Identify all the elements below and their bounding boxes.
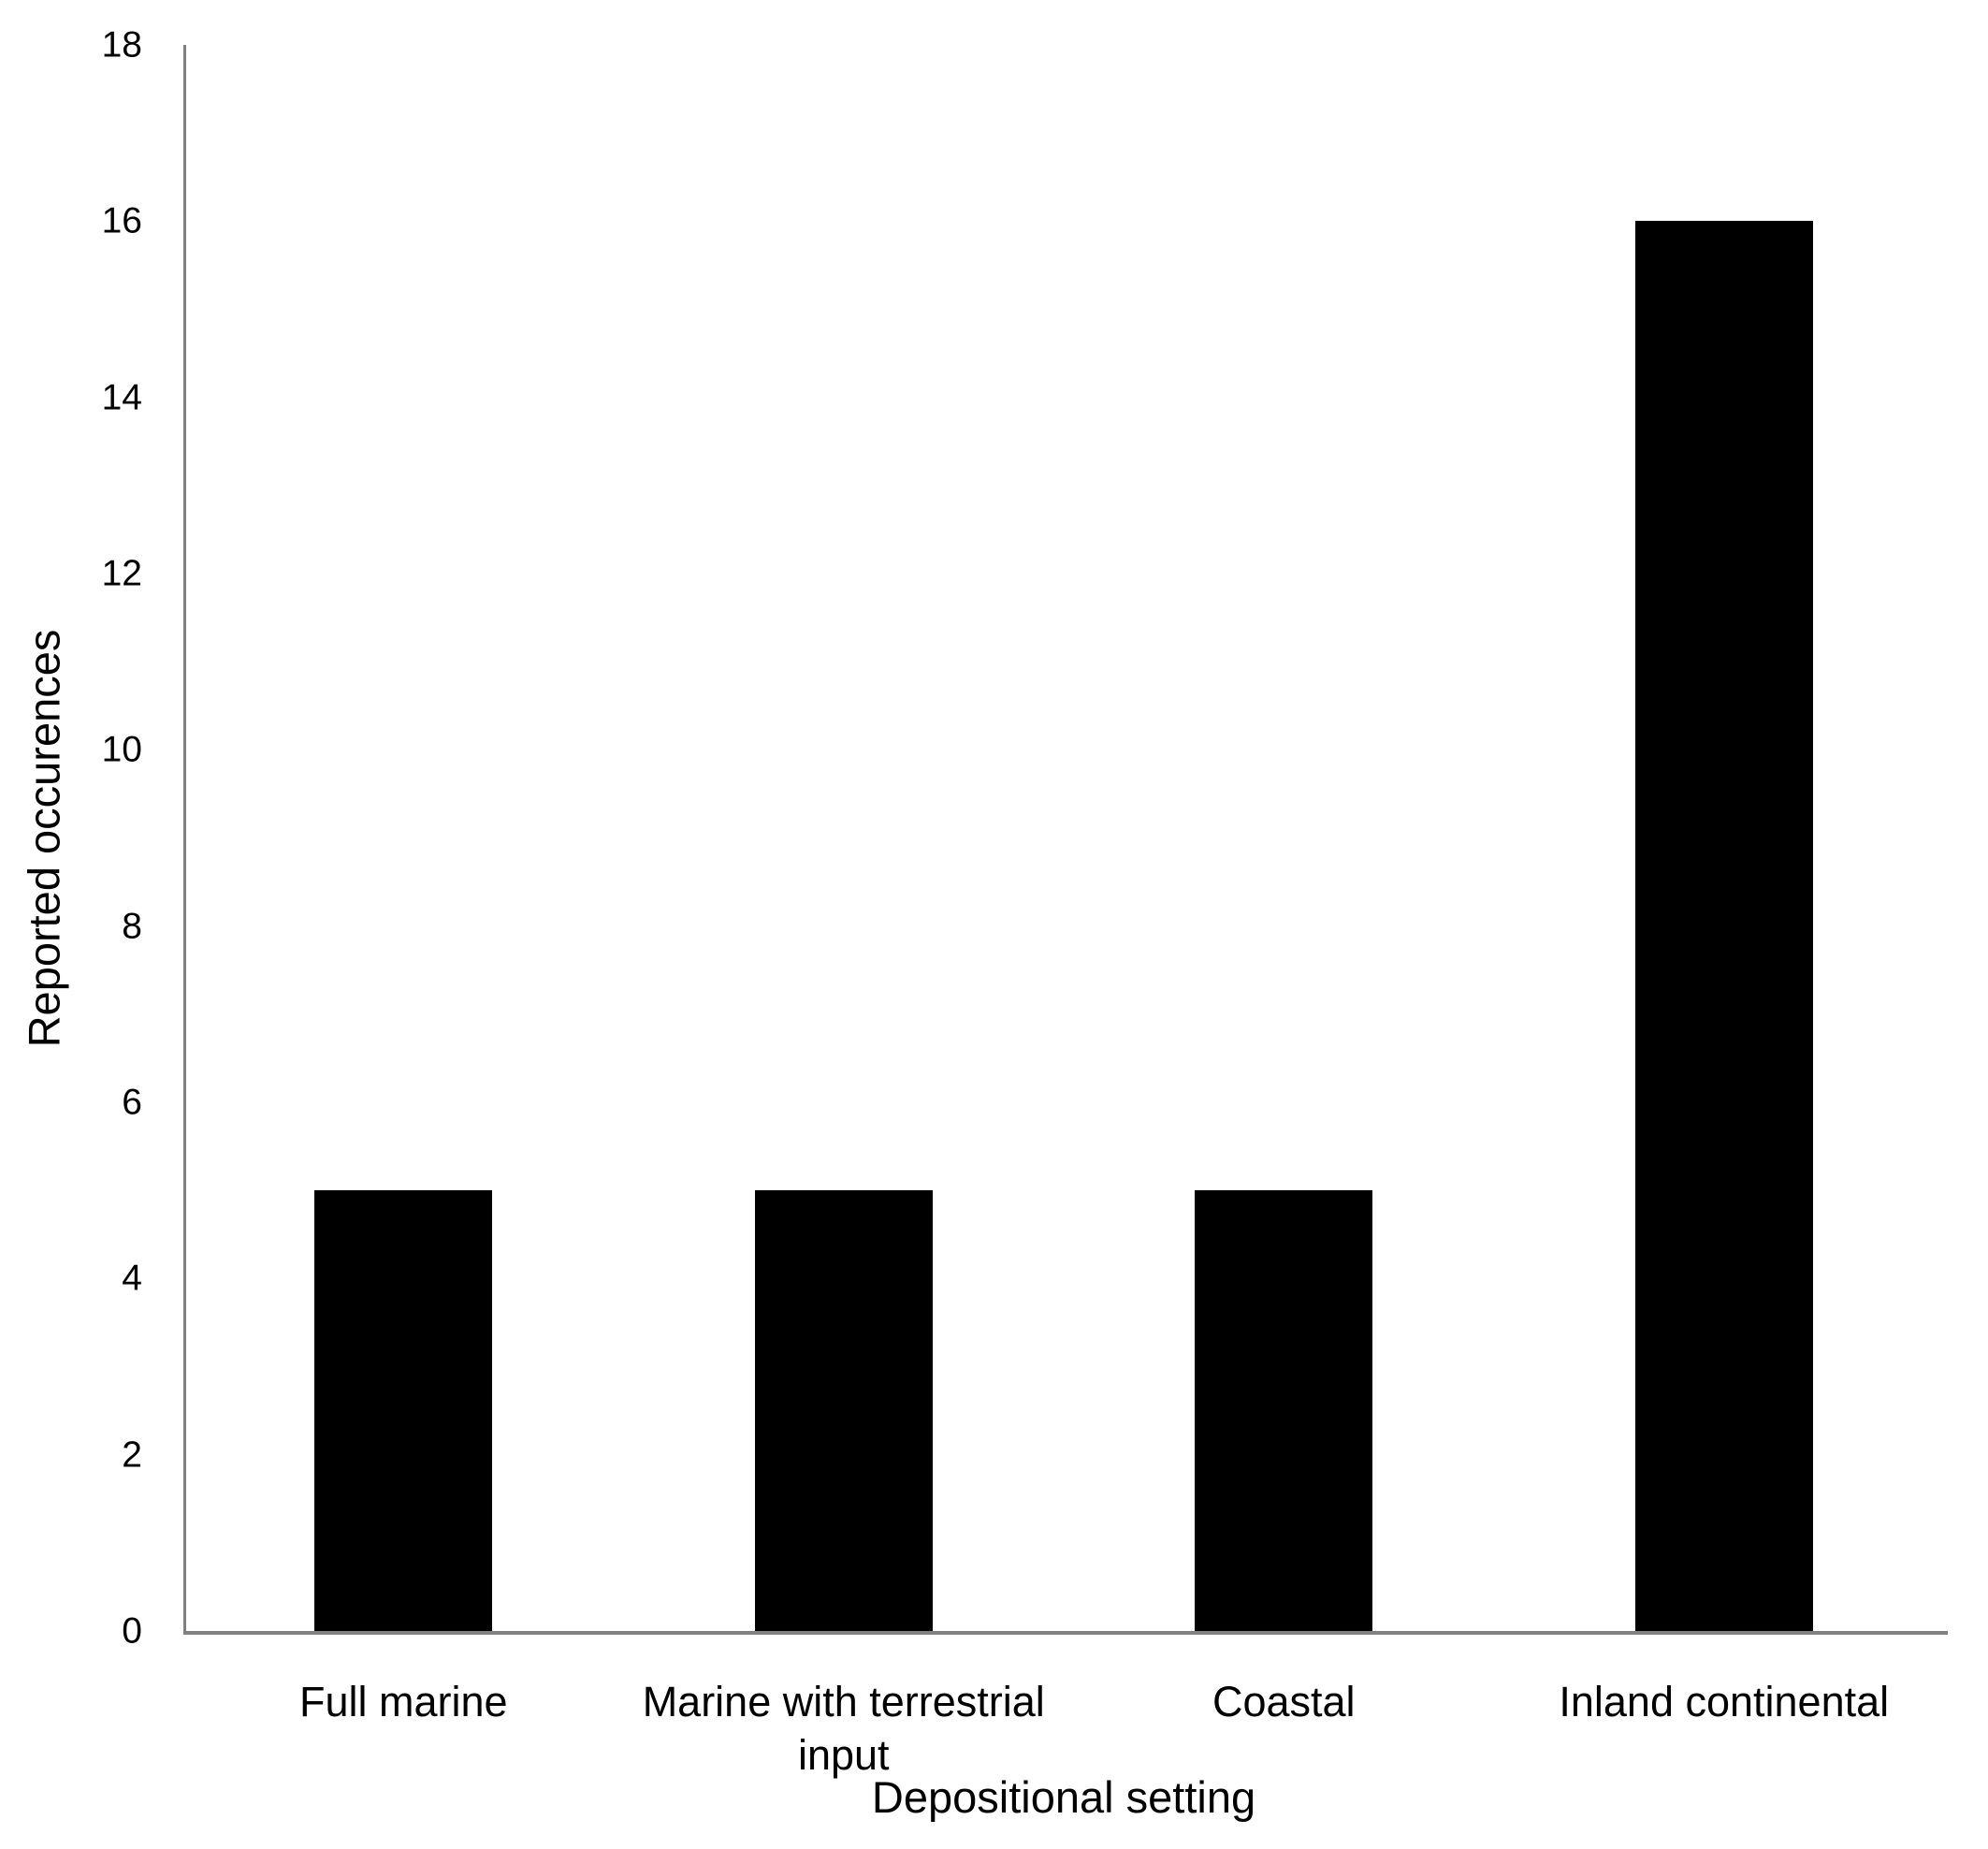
y-tick-label: 8 [122, 906, 142, 947]
bar [314, 1190, 493, 1631]
bar [1195, 1190, 1373, 1631]
y-tick-label: 12 [101, 553, 142, 594]
x-axis-title: Depositional setting [871, 1772, 1256, 1822]
y-tick-label: 16 [101, 200, 142, 241]
x-axis-line [183, 1631, 1948, 1635]
y-tick-label: 0 [122, 1610, 142, 1652]
x-tick-label: Marine with terrestrial input [642, 1678, 1045, 1780]
x-tick-label: Full marine [298, 1678, 508, 1725]
y-tick-label: 6 [122, 1082, 142, 1123]
y-tick-label: 4 [122, 1258, 142, 1299]
y-axis-line [183, 45, 186, 1635]
y-tick-label: 2 [122, 1434, 142, 1476]
bar [1634, 221, 1813, 1631]
y-axis-title: Reported occurences [19, 629, 69, 1048]
y-tick-label: 10 [101, 729, 142, 770]
x-tick-label: Inland continental [1559, 1678, 1890, 1725]
plot-area [183, 45, 1944, 1631]
y-tick-label: 14 [101, 377, 142, 418]
bar [754, 1190, 933, 1631]
y-tick-label: 18 [101, 24, 142, 66]
x-tick-label: Coastal [1212, 1678, 1356, 1725]
